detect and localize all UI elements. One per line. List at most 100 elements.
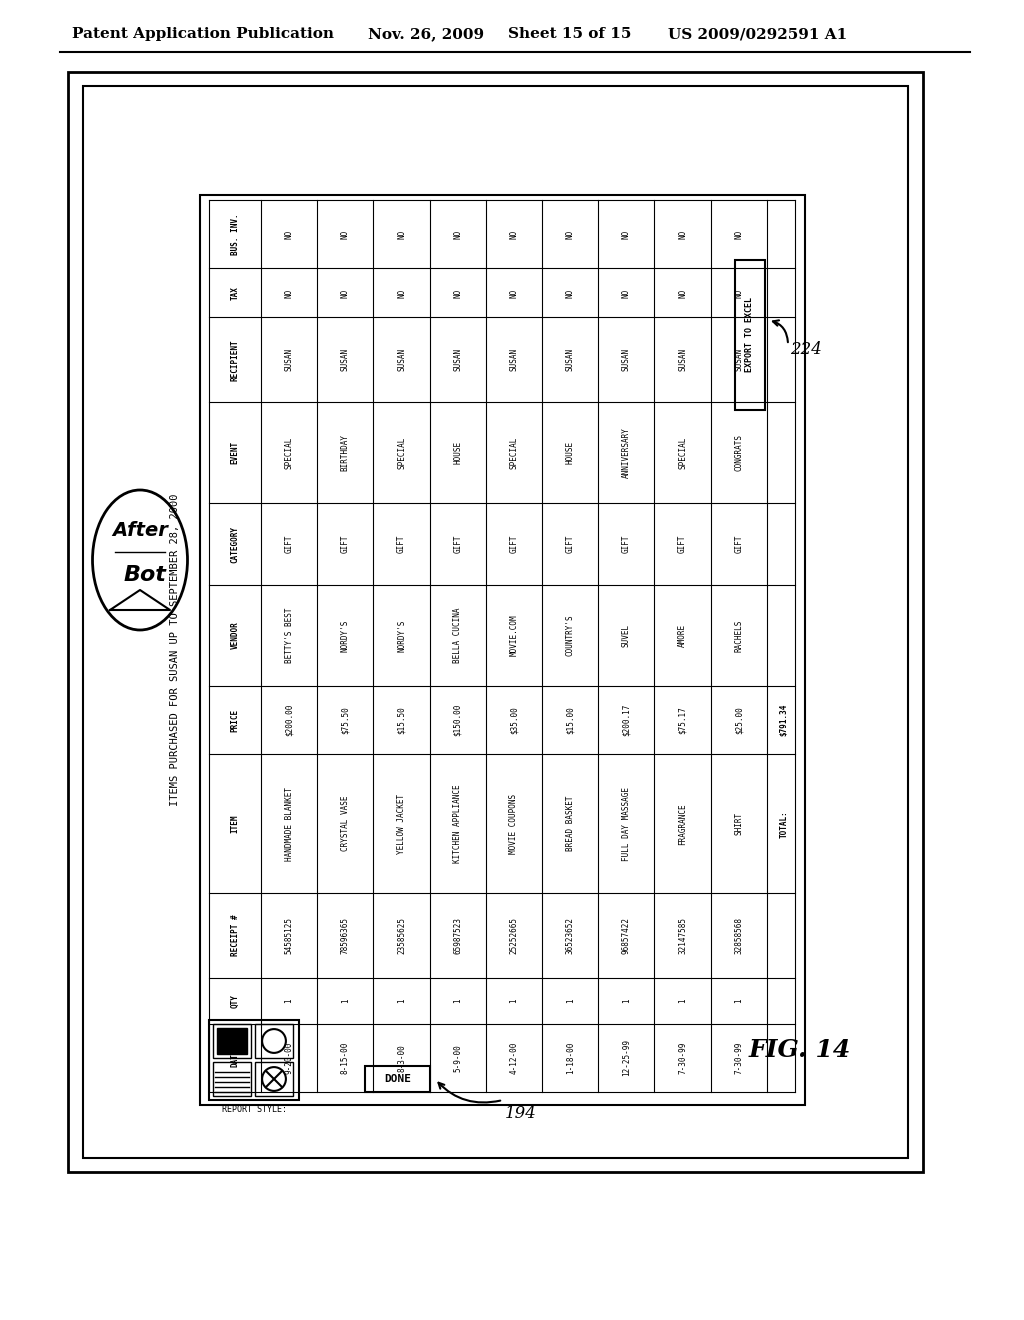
Text: 1: 1 <box>285 998 294 1003</box>
Text: NO: NO <box>622 288 631 297</box>
Text: 1: 1 <box>341 998 350 1003</box>
Text: PRICE: PRICE <box>230 709 240 731</box>
Text: $75.17: $75.17 <box>678 706 687 734</box>
Bar <box>365 1067 430 1092</box>
Text: GIFT: GIFT <box>734 535 743 553</box>
Text: 1: 1 <box>397 998 407 1003</box>
Text: GIFT: GIFT <box>454 535 462 553</box>
Text: Sheet 15 of 15: Sheet 15 of 15 <box>508 26 632 41</box>
Text: After: After <box>112 520 168 540</box>
Text: GIFT: GIFT <box>678 535 687 553</box>
Text: QTY: QTY <box>230 994 240 1007</box>
Text: US 2009/0292591 A1: US 2009/0292591 A1 <box>668 26 847 41</box>
Text: AMORE: AMORE <box>678 624 687 647</box>
Text: RACHELS: RACHELS <box>734 619 743 652</box>
Text: SHIRT: SHIRT <box>734 812 743 836</box>
Text: NO: NO <box>678 288 687 297</box>
Text: RECEIPT #: RECEIPT # <box>230 915 240 956</box>
Text: VENDOR: VENDOR <box>230 622 240 649</box>
Text: NO: NO <box>397 288 407 297</box>
Text: Nov. 26, 2009: Nov. 26, 2009 <box>368 26 484 41</box>
Text: 1: 1 <box>734 998 743 1003</box>
Text: 5-9-00: 5-9-00 <box>454 1044 462 1072</box>
Text: NO: NO <box>510 230 518 239</box>
Text: 4-12-00: 4-12-00 <box>510 1041 518 1074</box>
Text: 54585125: 54585125 <box>285 917 294 954</box>
Text: 9-20-00: 9-20-00 <box>285 1041 294 1074</box>
Text: COUNTRY'S: COUNTRY'S <box>565 615 574 656</box>
Text: 194: 194 <box>505 1105 537 1122</box>
Text: 23585625: 23585625 <box>397 917 407 954</box>
Text: REPORT STYLE:: REPORT STYLE: <box>221 1106 287 1114</box>
Text: 1: 1 <box>454 998 462 1003</box>
Text: GIFT: GIFT <box>285 535 294 553</box>
Text: DONE: DONE <box>384 1074 411 1084</box>
Text: GIFT: GIFT <box>565 535 574 553</box>
Text: DATE: DATE <box>230 1048 240 1067</box>
Text: $200.00: $200.00 <box>285 704 294 737</box>
Text: CATEGORY: CATEGORY <box>230 525 240 562</box>
Text: NO: NO <box>734 230 743 239</box>
Text: SPECIAL: SPECIAL <box>510 437 518 469</box>
Text: NO: NO <box>678 230 687 239</box>
Text: TAX: TAX <box>230 286 240 300</box>
Text: SUSAN: SUSAN <box>454 348 462 371</box>
Text: HOUSE: HOUSE <box>565 441 574 465</box>
Text: SUSAN: SUSAN <box>678 348 687 371</box>
Text: NORDY'S: NORDY'S <box>397 619 407 652</box>
Bar <box>83 86 908 1158</box>
Text: 7-30-99: 7-30-99 <box>734 1041 743 1074</box>
Text: SUSAN: SUSAN <box>622 348 631 371</box>
Text: BUS. INV.: BUS. INV. <box>230 214 240 255</box>
Text: $75.50: $75.50 <box>341 706 350 734</box>
Text: 65987523: 65987523 <box>454 917 462 954</box>
Text: CONGRATS: CONGRATS <box>734 434 743 471</box>
Text: Bot: Bot <box>124 565 167 585</box>
Text: ITEM: ITEM <box>230 814 240 833</box>
Text: KITCHEN APPLIANCE: KITCHEN APPLIANCE <box>454 784 462 863</box>
Bar <box>213 1024 251 1059</box>
Text: NO: NO <box>454 230 462 239</box>
Text: FIG. 14: FIG. 14 <box>749 1038 851 1063</box>
Text: $791.34: $791.34 <box>779 704 788 737</box>
Bar <box>200 195 805 1105</box>
Text: SUSAN: SUSAN <box>341 348 350 371</box>
Text: NO: NO <box>397 230 407 239</box>
Text: EVENT: EVENT <box>230 441 240 465</box>
Text: 32147585: 32147585 <box>678 917 687 954</box>
Text: NO: NO <box>454 288 462 297</box>
Text: SUSAN: SUSAN <box>734 348 743 371</box>
Text: FRAGRANCE: FRAGRANCE <box>678 803 687 845</box>
Text: MOVIE COUPONS: MOVIE COUPONS <box>510 793 518 854</box>
Text: SUSAN: SUSAN <box>285 348 294 371</box>
Text: SUSAN: SUSAN <box>565 348 574 371</box>
Text: SUSAN: SUSAN <box>510 348 518 371</box>
Text: NO: NO <box>285 230 294 239</box>
Text: Patent Application Publication: Patent Application Publication <box>72 26 334 41</box>
Text: 32858568: 32858568 <box>734 917 743 954</box>
Text: ITEMS PURCHASED FOR SUSAN UP TO SEPTEMBER 28, 2000: ITEMS PURCHASED FOR SUSAN UP TO SEPTEMBE… <box>170 494 180 807</box>
Text: 1: 1 <box>622 998 631 1003</box>
Text: 7-30-99: 7-30-99 <box>678 1041 687 1074</box>
Text: MOVIE.COM: MOVIE.COM <box>510 615 518 656</box>
Text: NO: NO <box>285 288 294 297</box>
Bar <box>255 1024 293 1059</box>
Text: 96857422: 96857422 <box>622 917 631 954</box>
Text: 1: 1 <box>678 998 687 1003</box>
Bar <box>217 1028 247 1053</box>
Text: SUSAN: SUSAN <box>397 348 407 371</box>
Text: BELLA CUCINA: BELLA CUCINA <box>454 607 462 663</box>
Text: GIFT: GIFT <box>341 535 350 553</box>
Text: SPECIAL: SPECIAL <box>678 437 687 469</box>
Text: 78596365: 78596365 <box>341 917 350 954</box>
Text: GIFT: GIFT <box>622 535 631 553</box>
Text: NO: NO <box>341 288 350 297</box>
Bar <box>68 73 923 1172</box>
Text: BETTY'S BEST: BETTY'S BEST <box>285 607 294 663</box>
Text: 1: 1 <box>510 998 518 1003</box>
Text: 1: 1 <box>565 998 574 1003</box>
Text: CRYSTAL VASE: CRYSTAL VASE <box>341 796 350 851</box>
Bar <box>255 1063 293 1096</box>
Text: $150.00: $150.00 <box>454 704 462 737</box>
Text: 8-15-00: 8-15-00 <box>341 1041 350 1074</box>
